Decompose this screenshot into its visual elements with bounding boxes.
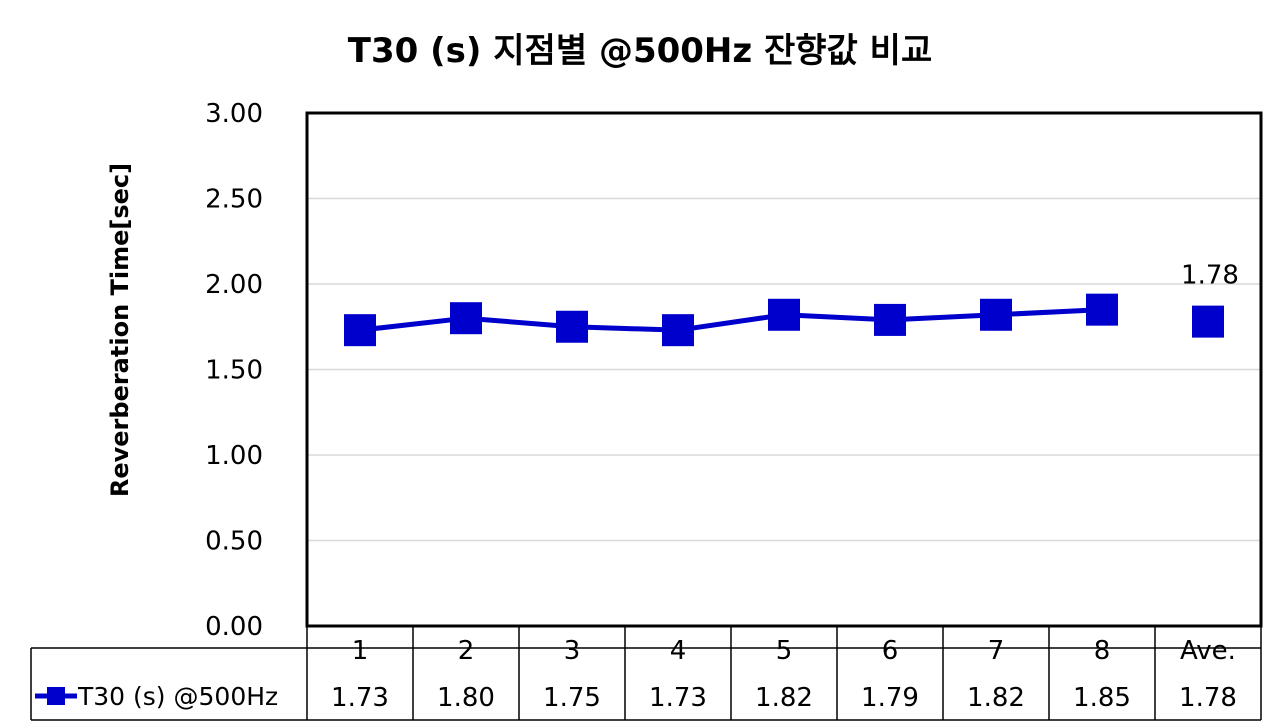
y-tick-label: 0.00 [205, 612, 263, 642]
data-point-marker [450, 302, 482, 335]
data-point-marker [980, 298, 1012, 331]
series-line [359, 307, 1103, 333]
x-category-label: 5 [776, 636, 793, 666]
x-category-label: 6 [882, 636, 899, 666]
gridlines [307, 197, 1261, 542]
series-layer [344, 293, 1224, 347]
data-point-marker [1086, 293, 1118, 326]
table-value-cell: 1.75 [543, 683, 601, 713]
data-point-marker [344, 314, 376, 347]
y-tick-label: 1.00 [205, 441, 263, 471]
data-labels: 1.78 [1181, 261, 1239, 291]
table-value-cell: 1.79 [861, 683, 919, 713]
x-category-label: 2 [458, 636, 475, 666]
y-tick-label: 1.50 [205, 356, 263, 386]
y-tick-label: 2.00 [205, 270, 263, 300]
data-point-marker [662, 314, 694, 347]
data-point-marker [1192, 305, 1224, 338]
data-point-marker [874, 303, 906, 336]
data-point-marker [556, 310, 588, 343]
data-label: 1.78 [1181, 261, 1239, 291]
legend-marker-swatch [47, 687, 65, 705]
chart-title: T30 (s) 지점별 @500Hz 잔향값 비교 [348, 31, 932, 71]
y-tick-label: 3.00 [205, 99, 263, 129]
table-value-cell: 1.85 [1073, 683, 1131, 713]
table-value-cell: 1.82 [755, 683, 813, 713]
y-axis-label: Reverberation Time[sec] [106, 163, 134, 497]
table-value-cell: 1.73 [331, 683, 389, 713]
legend-series-name: T30 (s) @500Hz [77, 682, 278, 711]
x-category-label: Ave. [1180, 636, 1236, 666]
data-point-marker [768, 298, 800, 331]
x-category-label: 4 [670, 636, 687, 666]
axes: 0.00 0.50 1.00 1.50 2.00 2.50 3.00 [205, 99, 1263, 642]
x-category-label: 7 [988, 636, 1005, 666]
table-value-cell: 1.78 [1179, 683, 1237, 713]
data-table: 1 2 3 4 5 6 7 8 Ave. 1.73 1.80 1.75 1.73 1.82 1.79 1.82… [30, 624, 1262, 721]
table-value-cell: 1.80 [437, 683, 495, 713]
table-value-cell: 1.82 [967, 683, 1025, 713]
y-tick-label: 0.50 [205, 527, 263, 557]
table-value-cell: 1.73 [649, 683, 707, 713]
y-tick-label: 2.50 [205, 185, 263, 215]
x-category-label: 8 [1094, 636, 1111, 666]
x-category-label: 3 [564, 636, 581, 666]
x-category-label: 1 [352, 636, 369, 666]
